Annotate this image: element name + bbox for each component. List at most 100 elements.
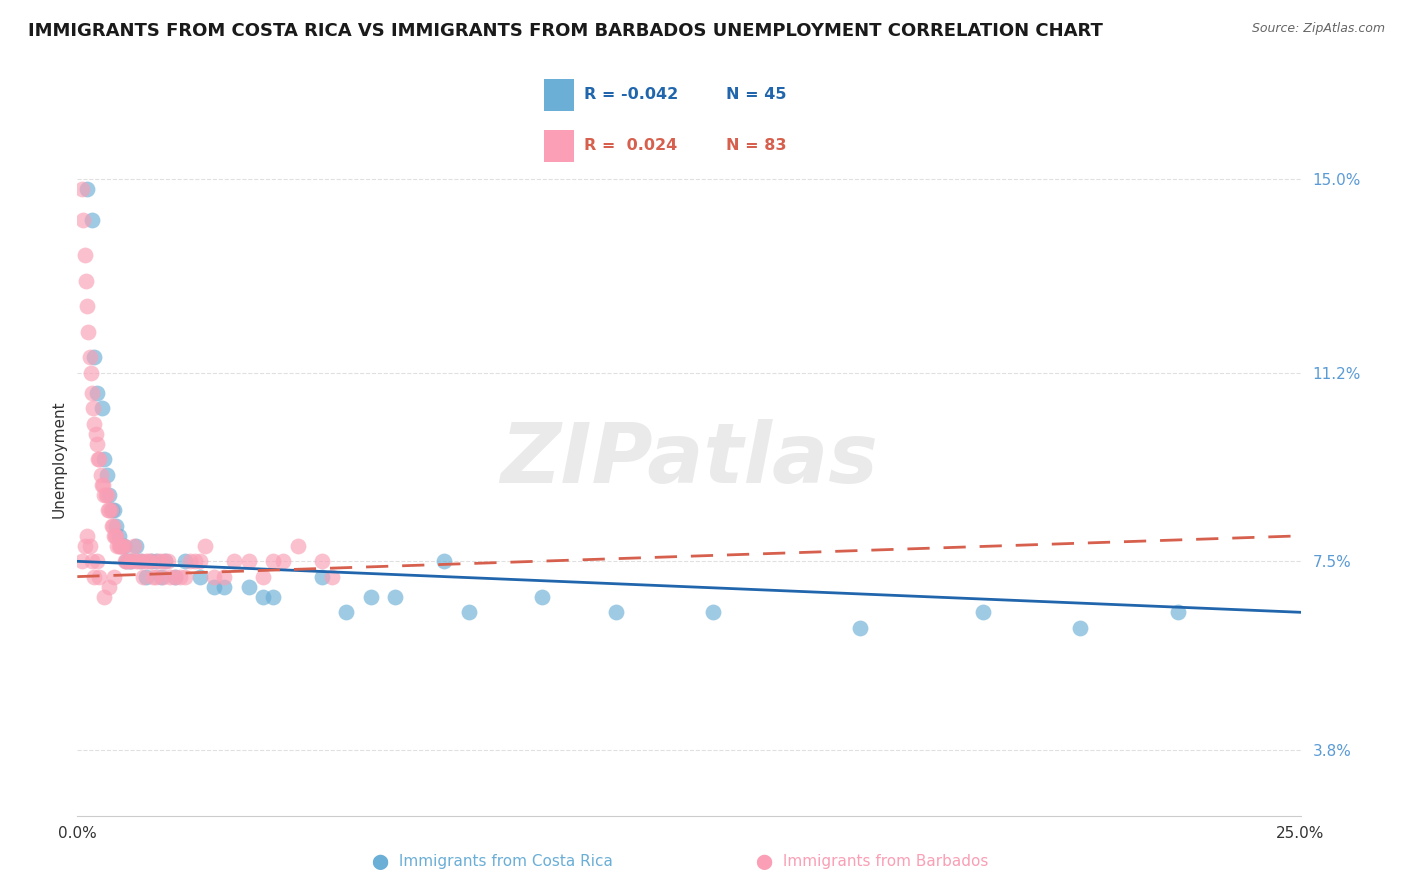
Point	[311, 569, 333, 583]
Point	[80, 554, 103, 568]
Point	[287, 539, 309, 553]
Point	[188, 554, 211, 568]
Point	[86, 437, 108, 451]
Point	[202, 580, 225, 594]
Point	[76, 529, 98, 543]
Point	[76, 300, 98, 314]
Point	[87, 452, 110, 467]
Point	[96, 488, 118, 502]
Point	[184, 554, 207, 568]
Point	[212, 569, 235, 583]
Point	[79, 539, 101, 553]
Y-axis label: Unemployment: Unemployment	[51, 401, 66, 518]
Point	[86, 386, 108, 401]
Point	[112, 539, 135, 553]
Point	[108, 539, 131, 553]
Point	[84, 426, 107, 441]
Point	[146, 554, 169, 568]
Point	[132, 569, 155, 583]
Point	[72, 212, 94, 227]
Point	[135, 554, 157, 568]
Point	[321, 569, 343, 583]
Point	[97, 503, 120, 517]
Point	[75, 274, 97, 288]
Point	[262, 590, 284, 604]
Point	[174, 554, 197, 568]
Point	[127, 554, 149, 568]
Point	[103, 529, 125, 543]
Text: N = 45: N = 45	[725, 87, 786, 103]
Point	[98, 488, 121, 502]
Point	[152, 569, 174, 583]
Point	[83, 351, 105, 365]
Point	[155, 554, 177, 568]
Text: ZIPatlas: ZIPatlas	[501, 419, 877, 500]
Point	[76, 182, 98, 196]
Text: ⬤  Immigrants from Costa Rica: ⬤ Immigrants from Costa Rica	[371, 854, 613, 870]
Point	[96, 467, 118, 482]
Point	[103, 569, 125, 583]
Point	[605, 605, 627, 619]
Point	[100, 518, 122, 533]
Point	[105, 518, 128, 533]
Point	[100, 503, 122, 517]
Point	[271, 554, 294, 568]
Point	[262, 554, 284, 568]
Point	[136, 554, 159, 568]
Point	[135, 569, 157, 583]
Point	[79, 351, 101, 365]
Point	[1069, 621, 1091, 635]
Point	[114, 554, 136, 568]
Point	[73, 248, 96, 262]
Text: Source: ZipAtlas.com: Source: ZipAtlas.com	[1251, 22, 1385, 36]
Point	[156, 554, 179, 568]
Point	[145, 569, 167, 583]
Point	[103, 503, 125, 517]
Text: ⬤  Immigrants from Barbados: ⬤ Immigrants from Barbados	[755, 854, 988, 870]
Point	[169, 569, 191, 583]
Point	[108, 529, 131, 543]
Point	[212, 580, 235, 594]
Point	[111, 539, 134, 553]
Point	[125, 554, 148, 568]
Point	[972, 605, 994, 619]
Point	[118, 554, 141, 568]
Text: R = -0.042: R = -0.042	[583, 87, 678, 103]
Point	[112, 539, 135, 553]
Point	[849, 621, 872, 635]
Point	[360, 590, 382, 604]
Point	[531, 590, 554, 604]
Point	[252, 569, 274, 583]
Point	[93, 590, 115, 604]
Point	[115, 554, 138, 568]
Point	[129, 554, 152, 568]
Point	[77, 325, 100, 339]
Point	[125, 539, 148, 553]
Point	[70, 182, 93, 196]
Point	[457, 605, 479, 619]
Point	[222, 554, 245, 568]
Point	[433, 554, 456, 568]
Point	[165, 569, 187, 583]
Point	[1167, 605, 1189, 619]
Text: R =  0.024: R = 0.024	[583, 138, 678, 153]
Point	[104, 529, 127, 543]
Point	[100, 503, 122, 517]
Point	[98, 503, 121, 517]
Point	[73, 539, 96, 553]
Bar	[544, 129, 575, 162]
Point	[165, 569, 187, 583]
Point	[142, 569, 165, 583]
Point	[149, 554, 172, 568]
Point	[83, 569, 105, 583]
Point	[93, 488, 115, 502]
Point	[98, 580, 121, 594]
Point	[238, 580, 260, 594]
Point	[80, 386, 103, 401]
Point	[238, 554, 260, 568]
Point	[155, 554, 177, 568]
Point	[120, 554, 142, 568]
Point	[82, 401, 104, 416]
Point	[110, 539, 132, 553]
Point	[89, 452, 111, 467]
